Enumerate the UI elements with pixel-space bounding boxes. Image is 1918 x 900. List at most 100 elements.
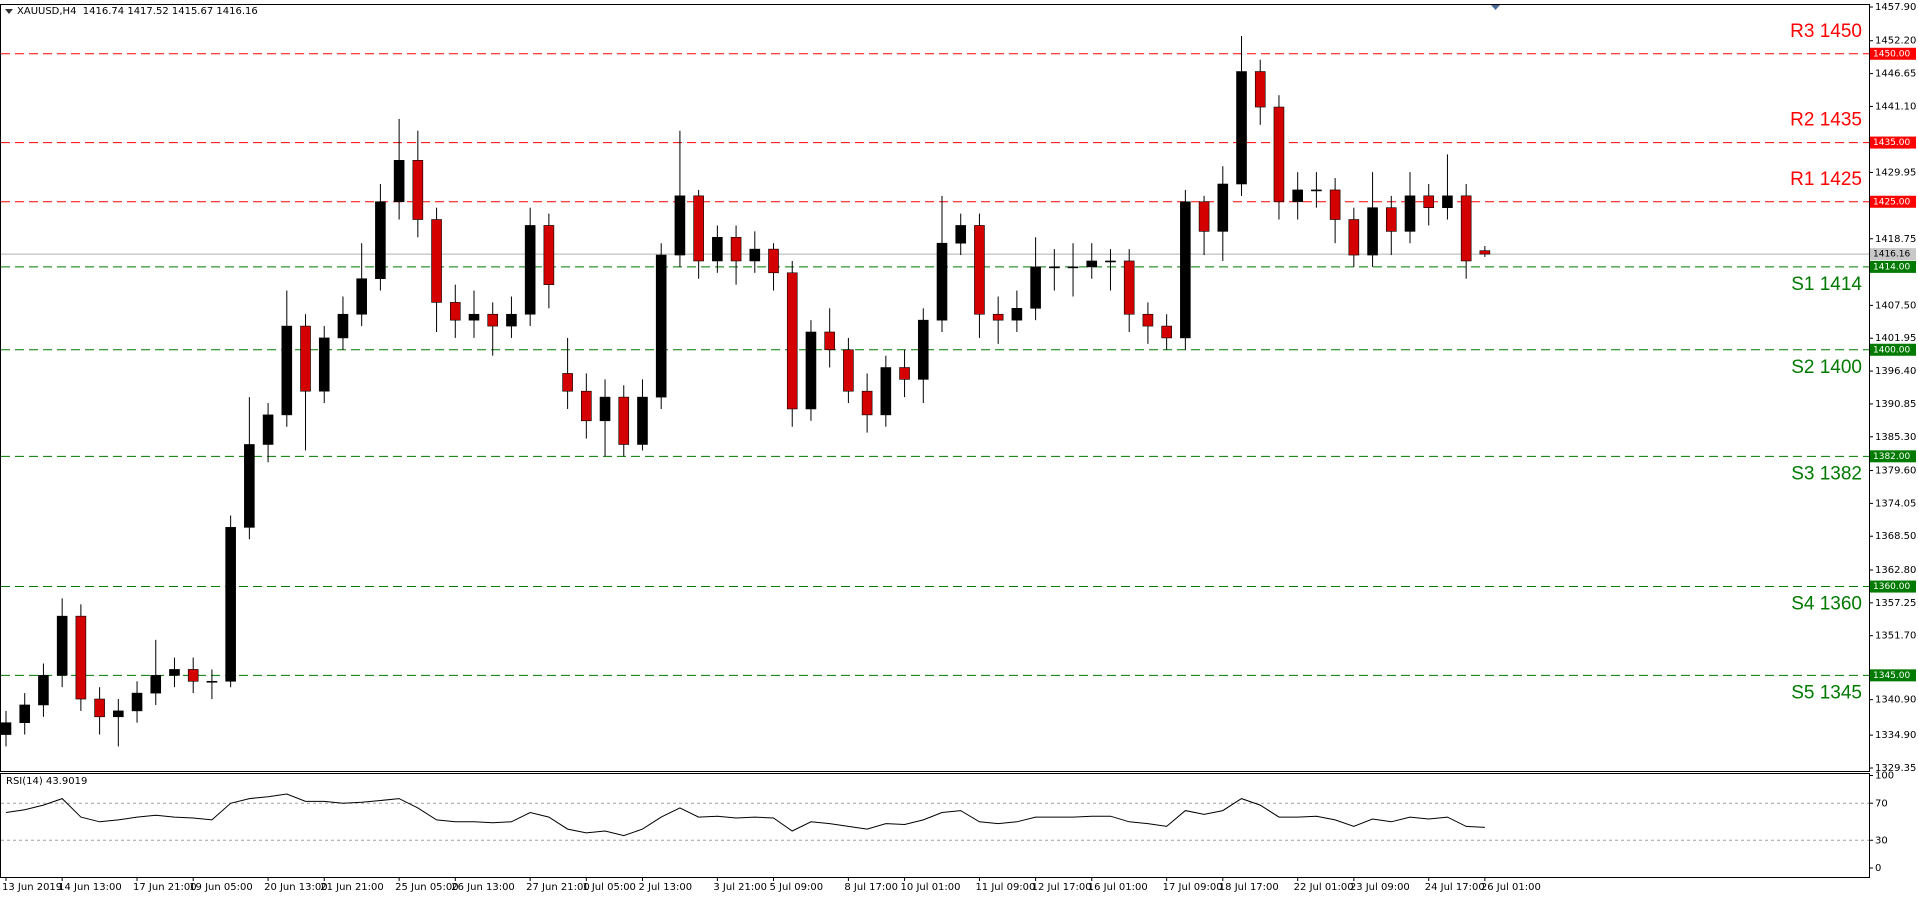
level-price-box	[1870, 343, 1916, 356]
y-tick-label: 1368.50	[1875, 531, 1916, 542]
candle-body	[861, 390, 873, 416]
candle-body	[506, 313, 517, 327]
candle-body	[1180, 201, 1191, 339]
candle-body	[412, 160, 424, 220]
candle-body	[618, 396, 630, 445]
candle-body	[187, 669, 199, 682]
candle-body	[599, 396, 611, 422]
y-tick-label: 1390.85	[1875, 399, 1916, 410]
rsi-tick-label: 70	[1875, 798, 1888, 809]
candle-body	[1423, 195, 1435, 208]
x-tick-label: 12 Jul 17:00	[1032, 882, 1092, 893]
candle-body	[805, 331, 817, 410]
candle-body	[468, 313, 480, 321]
candle-body	[487, 313, 499, 327]
candle-body	[1292, 189, 1303, 203]
candle-body	[1105, 260, 1116, 263]
candle-body	[843, 349, 854, 392]
rsi-tick-label: 0	[1875, 863, 1881, 874]
candle-body	[431, 219, 442, 303]
x-tick-label: 3 Jul 21:00	[713, 882, 767, 893]
x-tick-label: 22 Jul 01:00	[1294, 882, 1354, 893]
candle-body	[655, 254, 667, 398]
y-tick-label: 1334.90	[1875, 730, 1916, 741]
level-label: R3 1450	[1790, 21, 1862, 42]
x-tick-label: 8 Jul 17:00	[844, 882, 898, 893]
candle-body	[1329, 189, 1341, 220]
level-price-label: 1382.00	[1873, 452, 1910, 462]
candle-body	[1142, 313, 1154, 327]
candle-body	[300, 325, 311, 392]
rsi-line	[5, 793, 1485, 837]
y-tick-label: 1351.70	[1875, 631, 1916, 642]
candle-body	[1311, 189, 1322, 192]
level-label: R1 1425	[1790, 169, 1862, 190]
level-price-label: 1345.00	[1873, 671, 1910, 681]
level-label: S5 1345	[1791, 682, 1862, 703]
candle-body	[244, 444, 255, 528]
candle-body	[1067, 266, 1079, 269]
x-tick-label: 19 Jun 05:00	[189, 882, 253, 893]
candle-body	[880, 367, 892, 416]
indicator-title: RSI(14) 43.9019	[6, 776, 87, 787]
candle-body	[150, 675, 162, 694]
y-tick-label: 1379.60	[1875, 466, 1916, 477]
level-price-box	[1870, 580, 1916, 593]
level-price-box	[1870, 195, 1916, 208]
candle-body	[169, 669, 180, 676]
x-tick-label: 25 Jun 05:00	[395, 882, 459, 893]
level-price-box	[1870, 136, 1916, 149]
candle-body	[356, 278, 367, 315]
y-tick-label: 1457.90	[1875, 2, 1916, 13]
y-tick-label: 1396.40	[1875, 366, 1916, 377]
candle-body	[1236, 71, 1247, 185]
y-tick-label: 1401.95	[1875, 333, 1916, 344]
candle-body	[581, 390, 592, 422]
candle-body	[1030, 266, 1041, 309]
level-price-label: 1435.00	[1873, 138, 1910, 148]
level-label: S3 1382	[1791, 463, 1862, 484]
level-label: S2 1400	[1791, 357, 1862, 378]
y-tick-label: 1407.50	[1875, 300, 1916, 311]
x-tick-label: 1 Jul 05:00	[582, 882, 636, 893]
candle-body	[936, 242, 948, 321]
level-price-box	[1870, 260, 1916, 273]
candle-body	[768, 248, 779, 274]
x-tick-label: 18 Jul 17:00	[1219, 882, 1279, 893]
y-tick-label: 1418.75	[1875, 234, 1916, 245]
shift-marker	[1491, 5, 1500, 10]
x-tick-label: 14 Jun 13:00	[58, 882, 122, 893]
level-price-label: 1450.00	[1873, 49, 1910, 59]
candle-body	[730, 236, 742, 262]
x-tick-label: 16 Jul 01:00	[1088, 882, 1148, 893]
x-tick-label: 24 Jul 17:00	[1425, 882, 1485, 893]
x-tick-label: 27 Jun 21:00	[526, 882, 590, 893]
candle-body	[113, 710, 124, 718]
x-tick-label: 17 Jul 09:00	[1163, 882, 1223, 893]
current-price-box	[1870, 248, 1916, 261]
candle-body	[1479, 250, 1491, 255]
x-tick-label: 17 Jun 21:00	[133, 882, 197, 893]
indicator-panel	[0, 773, 1870, 878]
level-price-label: 1425.00	[1873, 197, 1910, 207]
candle-body	[1348, 219, 1360, 256]
level-price-label: 1360.00	[1873, 582, 1910, 592]
rsi-tick-label: 30	[1875, 835, 1888, 846]
y-tick-label: 1452.20	[1875, 36, 1916, 47]
y-tick-label: 1429.95	[1875, 167, 1916, 178]
x-tick-label: 13 Jun 2019	[2, 882, 62, 893]
candle-body	[375, 201, 386, 280]
candle-body	[56, 615, 68, 676]
y-tick-label: 1362.80	[1875, 565, 1916, 576]
menu-icon[interactable]	[5, 9, 13, 14]
candle-body	[637, 396, 648, 445]
candle-body	[131, 692, 143, 712]
y-tick-label: 1329.35	[1875, 763, 1916, 774]
candle-body	[974, 225, 985, 315]
x-tick-label: 11 Jul 09:00	[975, 882, 1035, 893]
y-tick-label: 1357.25	[1875, 598, 1916, 609]
candle-body	[94, 698, 105, 718]
candle-body	[917, 319, 929, 380]
